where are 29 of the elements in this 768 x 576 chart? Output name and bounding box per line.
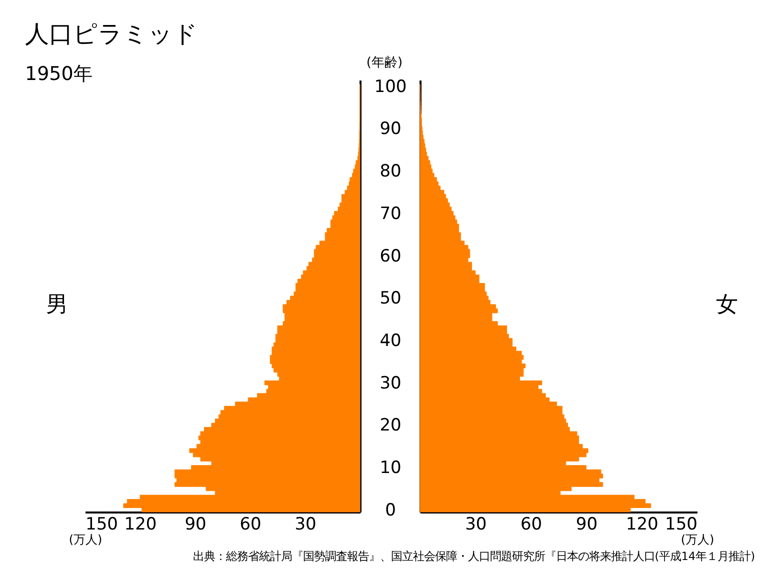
y-tick-label: 70 [380, 204, 402, 224]
x-tick-label: 90 [576, 514, 598, 534]
text: 女 [716, 292, 738, 318]
y-tick-label: 10 [380, 458, 402, 478]
y-tick-label: 90 [380, 119, 402, 140]
y-tick-label: 50 [380, 288, 402, 309]
x-axis-title: (万人) [68, 532, 102, 546]
x-tick-label: 150 [665, 514, 698, 534]
y-tick-label: 0 [385, 500, 396, 520]
y-tick-label: 20 [380, 416, 402, 436]
x-tick-label: 30 [294, 514, 316, 534]
y-tick-label: 100 [374, 76, 407, 97]
x-tick-label: 30 [465, 514, 487, 534]
x-axis-title: (万人) [680, 532, 714, 546]
y-axis-title: (年齢) [366, 56, 403, 70]
x-tick-label: 60 [520, 514, 542, 534]
x-tick-label: 90 [184, 514, 206, 534]
text: 男 [46, 292, 68, 318]
y-tick-label: 40 [380, 330, 402, 351]
x-tick-label: 60 [240, 514, 262, 534]
x-tick-label: 120 [626, 514, 658, 534]
y-tick-label: 30 [380, 373, 402, 394]
source-note: 出典：総務省統計局『国勢調査報告』、国立社会保障・人口問題研究所『日本の将来推計人口(平成14年１月推計) [192, 550, 755, 563]
x-tick-label: 150 [86, 514, 118, 534]
chart-subtitle: 1950年 [25, 63, 92, 85]
x-tick-label: 120 [124, 514, 157, 534]
chart-title: 人口ピラミッド [25, 20, 198, 48]
y-tick-label: 60 [380, 246, 402, 266]
y-tick-label: 80 [380, 162, 402, 182]
